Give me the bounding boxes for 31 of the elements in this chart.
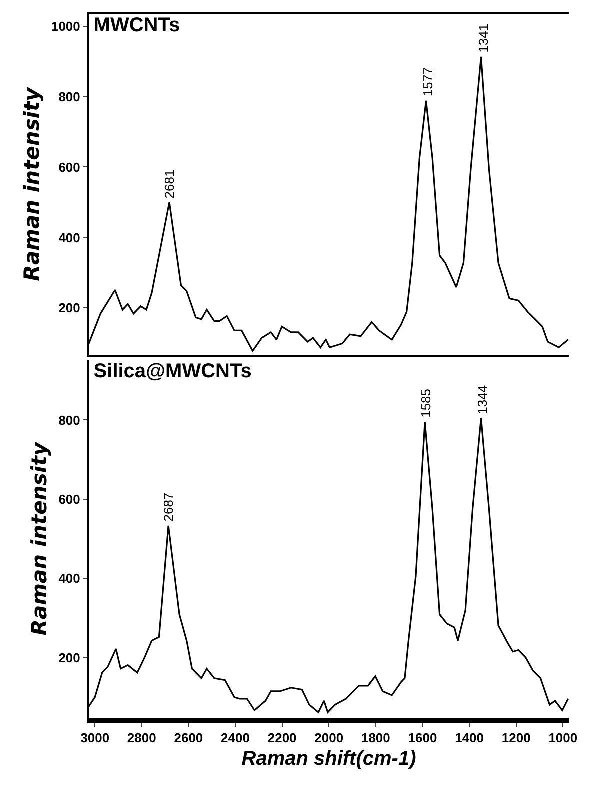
y-tick-label: 400 — [58, 230, 80, 246]
x-tick-label: 2600 — [174, 730, 204, 746]
chart-title: Silica@MWCNTs — [94, 360, 252, 383]
annotation: 1585 — [418, 388, 434, 418]
chart-title: MWCNTs — [94, 14, 180, 36]
x-tick-label: 1000 — [548, 730, 578, 746]
x-tick-label: 1200 — [502, 730, 531, 746]
x-tick-label: 2200 — [268, 730, 297, 746]
annotation: 1341 — [476, 24, 491, 53]
x-tick-label: 2000 — [314, 730, 344, 746]
y-tick-label: 1000 — [51, 18, 80, 34]
x-tick-label: 1400 — [455, 730, 484, 746]
annotation: 1577 — [420, 68, 436, 97]
y-axis-title: Raman intensity — [27, 440, 52, 636]
y-tick-label: 600 — [58, 492, 80, 507]
y-tick-label: 600 — [58, 160, 80, 175]
annotation: 1344 — [474, 385, 490, 414]
x-tick-label: 1600 — [408, 730, 438, 746]
y-tick-label: 200 — [58, 300, 80, 316]
x-tick-label: 2800 — [127, 730, 156, 746]
x-tick-label: 1800 — [361, 730, 390, 746]
y-tick-label: 800 — [58, 89, 80, 104]
y-tick-label: 400 — [58, 571, 80, 586]
x-tick-label: 3000 — [80, 730, 110, 746]
x-tick-label: 2400 — [221, 730, 250, 746]
x-axis-title: Raman shift(cm-1) — [242, 748, 417, 770]
y-tick-label: 800 — [58, 412, 80, 428]
annotation: 2687 — [160, 492, 176, 522]
y-tick-label: 200 — [58, 650, 80, 666]
annotation: 2681 — [162, 170, 177, 199]
y-axis-title: Raman intensity — [20, 86, 44, 282]
